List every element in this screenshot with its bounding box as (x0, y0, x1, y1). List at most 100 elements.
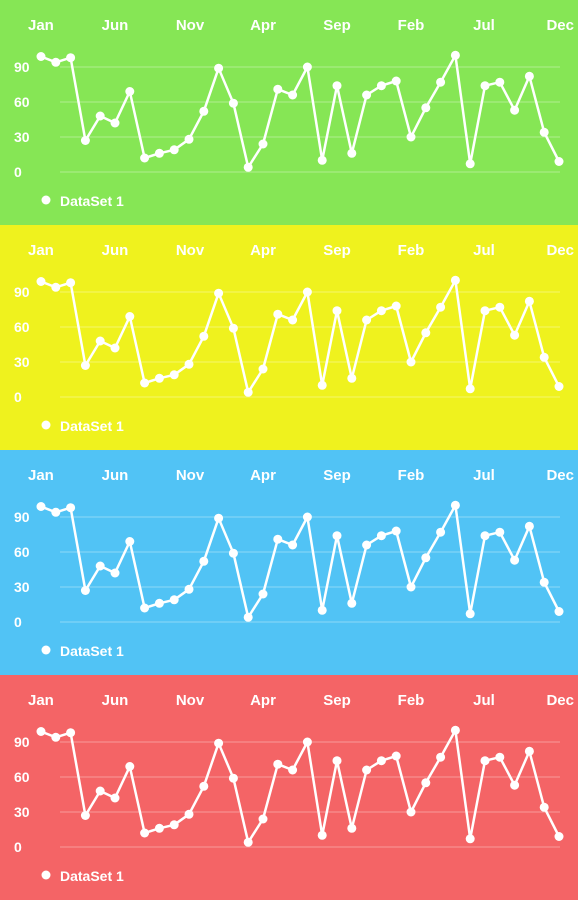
data-point[interactable] (406, 357, 416, 367)
data-point[interactable] (273, 84, 283, 94)
data-point[interactable] (406, 582, 416, 592)
data-point[interactable] (36, 502, 46, 511)
data-point[interactable] (184, 134, 194, 144)
data-point[interactable] (317, 605, 327, 615)
data-point[interactable] (539, 127, 549, 137)
data-point[interactable] (465, 384, 475, 394)
data-point[interactable] (258, 814, 268, 824)
data-point[interactable] (288, 765, 298, 775)
data-point[interactable] (169, 820, 179, 830)
data-point[interactable] (110, 793, 120, 803)
data-point[interactable] (184, 359, 194, 369)
data-point[interactable] (169, 370, 179, 380)
data-point[interactable] (154, 598, 164, 608)
data-point[interactable] (51, 732, 61, 742)
data-point[interactable] (199, 556, 209, 566)
data-point[interactable] (110, 568, 120, 578)
data-point[interactable] (243, 387, 253, 397)
data-point[interactable] (436, 77, 446, 87)
data-point[interactable] (80, 586, 90, 595)
data-point[interactable] (125, 87, 135, 96)
data-point[interactable] (110, 343, 120, 353)
data-point[interactable] (406, 807, 416, 817)
data-point[interactable] (80, 136, 90, 145)
data-point[interactable] (228, 773, 238, 783)
data-point[interactable] (214, 738, 224, 748)
data-point[interactable] (228, 98, 238, 108)
data-point[interactable] (495, 752, 505, 762)
data-point[interactable] (258, 139, 268, 149)
data-point[interactable] (480, 531, 490, 541)
data-point[interactable] (362, 765, 372, 775)
data-point[interactable] (51, 282, 61, 292)
data-point[interactable] (273, 534, 283, 544)
data-point[interactable] (376, 81, 386, 91)
data-point[interactable] (450, 725, 460, 735)
data-point[interactable] (436, 752, 446, 762)
data-point[interactable] (80, 811, 90, 820)
data-point[interactable] (288, 540, 298, 550)
data-point[interactable] (347, 823, 357, 833)
data-point[interactable] (169, 595, 179, 605)
data-point[interactable] (317, 380, 327, 390)
data-point[interactable] (95, 111, 105, 121)
data-point[interactable] (140, 378, 150, 388)
data-point[interactable] (243, 612, 253, 622)
data-point[interactable] (154, 373, 164, 383)
data-point[interactable] (317, 830, 327, 840)
data-point[interactable] (554, 607, 564, 616)
data-point[interactable] (539, 577, 549, 587)
data-point[interactable] (273, 759, 283, 769)
data-point[interactable] (243, 162, 253, 172)
data-point[interactable] (36, 727, 46, 736)
data-point[interactable] (421, 328, 431, 338)
data-point[interactable] (450, 500, 460, 510)
data-point[interactable] (258, 589, 268, 599)
data-point[interactable] (288, 90, 298, 100)
data-point[interactable] (421, 103, 431, 113)
data-point[interactable] (154, 823, 164, 833)
data-point[interactable] (436, 302, 446, 312)
data-point[interactable] (95, 336, 105, 346)
data-point[interactable] (347, 148, 357, 158)
data-point[interactable] (214, 513, 224, 523)
data-point[interactable] (302, 287, 312, 297)
data-point[interactable] (36, 52, 46, 61)
data-point[interactable] (110, 118, 120, 128)
data-point[interactable] (524, 746, 534, 756)
data-point[interactable] (450, 275, 460, 285)
data-point[interactable] (258, 364, 268, 374)
data-point[interactable] (376, 756, 386, 766)
data-point[interactable] (524, 296, 534, 306)
data-point[interactable] (199, 781, 209, 791)
data-point[interactable] (140, 828, 150, 838)
data-point[interactable] (495, 527, 505, 537)
data-point[interactable] (51, 507, 61, 517)
data-point[interactable] (302, 737, 312, 747)
data-point[interactable] (66, 53, 76, 63)
data-point[interactable] (480, 756, 490, 766)
data-point[interactable] (154, 148, 164, 158)
data-point[interactable] (391, 301, 401, 311)
data-point[interactable] (95, 786, 105, 796)
data-point[interactable] (465, 159, 475, 169)
data-point[interactable] (125, 537, 135, 546)
data-point[interactable] (391, 526, 401, 536)
data-point[interactable] (184, 584, 194, 594)
data-point[interactable] (391, 76, 401, 86)
data-point[interactable] (66, 278, 76, 288)
data-point[interactable] (554, 382, 564, 391)
data-point[interactable] (510, 330, 520, 340)
data-point[interactable] (214, 63, 224, 73)
data-point[interactable] (302, 62, 312, 72)
data-point[interactable] (36, 277, 46, 286)
data-point[interactable] (480, 81, 490, 91)
data-point[interactable] (436, 527, 446, 537)
data-point[interactable] (332, 306, 342, 316)
data-point[interactable] (539, 352, 549, 362)
data-point[interactable] (539, 802, 549, 812)
data-point[interactable] (450, 50, 460, 60)
data-point[interactable] (317, 155, 327, 165)
data-point[interactable] (362, 315, 372, 325)
data-point[interactable] (66, 728, 76, 738)
